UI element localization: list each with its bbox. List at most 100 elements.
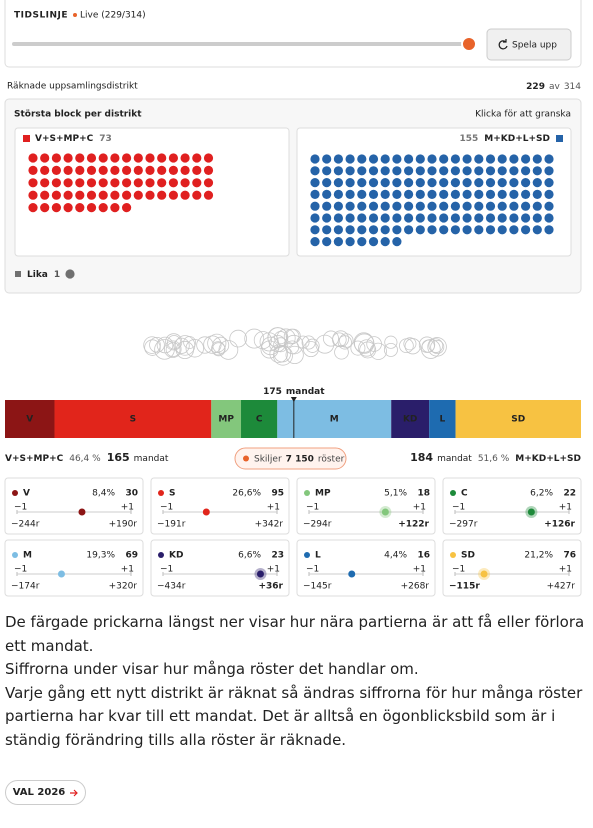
segment-label: SD xyxy=(511,415,525,425)
district-dot xyxy=(485,154,496,164)
gain-votes: +190r xyxy=(109,520,138,530)
district-dot xyxy=(63,190,73,200)
legend-swatch xyxy=(556,135,563,142)
scale-tick-label: +1 xyxy=(559,503,572,513)
district-dot xyxy=(485,189,496,199)
slider-knob[interactable] xyxy=(461,36,477,52)
party-dot xyxy=(304,490,310,496)
district-dot xyxy=(521,178,531,188)
district-dot xyxy=(509,225,519,235)
district-dot xyxy=(345,237,355,247)
district-dot xyxy=(509,154,519,164)
district-dot xyxy=(192,153,202,163)
link-button[interactable]: VAL 2026 xyxy=(5,780,86,805)
party-name: KD xyxy=(169,551,183,561)
party-share: 4,4% xyxy=(384,551,407,561)
party-card xyxy=(150,477,290,535)
district-dot xyxy=(462,166,472,176)
party-card xyxy=(150,539,290,597)
district-dot xyxy=(345,213,355,223)
gain-votes: +126r xyxy=(544,520,575,530)
district-dot xyxy=(40,203,50,213)
district-dot xyxy=(51,190,62,200)
gain-votes: +320r xyxy=(109,582,138,592)
district-dot xyxy=(203,165,214,175)
party-seats: 22 xyxy=(563,489,576,499)
district-dot xyxy=(404,189,414,199)
party-share: 6,2% xyxy=(530,489,553,499)
lose-votes: −434r xyxy=(157,582,186,592)
bubble xyxy=(183,336,197,349)
bubble xyxy=(175,340,194,359)
district-dot xyxy=(310,201,320,211)
segment-label: M xyxy=(330,415,339,425)
district-dot xyxy=(439,189,449,199)
bubble xyxy=(203,335,222,354)
party-card xyxy=(442,539,582,597)
district-dot xyxy=(474,189,484,199)
gain-votes: +268r xyxy=(401,582,430,592)
paragraph: Varje gång ett nytt distrikt är räknat s… xyxy=(5,683,583,749)
district-dot xyxy=(450,166,460,176)
text-part: röster xyxy=(318,454,345,464)
district-dot xyxy=(65,269,75,279)
scale-tick-label: +1 xyxy=(121,565,134,575)
district-dot xyxy=(474,225,484,235)
party-name: L xyxy=(315,551,321,561)
district-dot xyxy=(345,189,355,199)
gain-votes: +36r xyxy=(258,582,283,592)
blocks-hint: Klicka för att granska xyxy=(475,110,571,120)
district-dot xyxy=(345,166,355,176)
explanation: De färgade prickarna längst ner visar hu… xyxy=(5,611,585,752)
district-dot xyxy=(462,225,472,235)
district-dot xyxy=(497,166,507,176)
position-dot xyxy=(527,508,535,516)
majority-marker xyxy=(290,397,297,402)
district-dot xyxy=(521,189,531,199)
counted-label: Räknade uppsamlingsdistrikt xyxy=(7,82,138,92)
district-dot xyxy=(380,225,390,235)
district-dot xyxy=(415,178,425,188)
district-dot xyxy=(322,225,332,235)
district-dot xyxy=(415,201,425,211)
play-button[interactable]: Spela upp xyxy=(486,28,572,61)
district-dot xyxy=(310,237,320,247)
party-name: V xyxy=(23,489,30,499)
district-dot xyxy=(380,201,390,211)
bubble xyxy=(211,342,226,357)
district-dot xyxy=(368,213,379,223)
district-dot xyxy=(86,153,97,163)
segment-label: S xyxy=(130,415,136,425)
party-seats: 30 xyxy=(125,489,138,499)
district-dot xyxy=(40,190,50,200)
seat-segment xyxy=(5,400,55,438)
bubble xyxy=(244,328,265,349)
district-dot xyxy=(404,178,414,188)
district-dot xyxy=(40,178,50,188)
bubble xyxy=(403,337,417,351)
district-dot xyxy=(509,213,519,223)
district-dot xyxy=(75,190,85,200)
district-dot xyxy=(532,213,542,223)
bubble xyxy=(285,345,304,365)
district-dot xyxy=(51,153,62,163)
bubble xyxy=(229,329,247,348)
district-dot xyxy=(544,201,554,211)
text-part: M+KD+L+SD xyxy=(484,134,550,144)
district-dot xyxy=(439,201,449,211)
gain-votes: +427r xyxy=(547,582,576,592)
district-dot xyxy=(474,213,484,223)
district-dot xyxy=(521,154,531,164)
scale-tick-label: −1 xyxy=(306,503,319,513)
seat-segment xyxy=(241,400,278,438)
district-dot xyxy=(333,213,343,223)
live-status: Live (229/314) xyxy=(80,11,146,21)
district-dot xyxy=(532,225,542,235)
lose-votes: −174r xyxy=(11,582,40,592)
bubble xyxy=(384,335,398,349)
district-dot xyxy=(380,166,390,176)
district-dot xyxy=(133,178,143,188)
party-share: 19,3% xyxy=(86,551,115,561)
district-dot xyxy=(310,225,320,235)
scale-tick-label: −1 xyxy=(306,565,319,575)
